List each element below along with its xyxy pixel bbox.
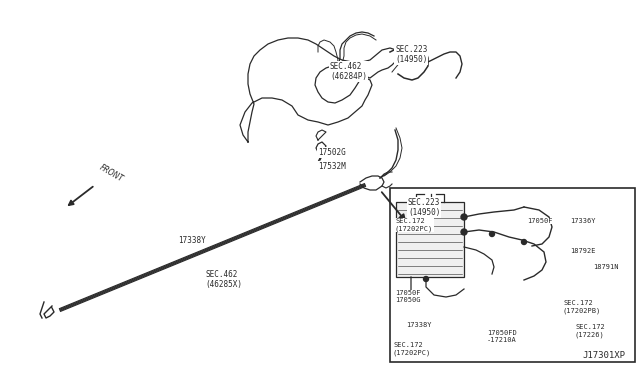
- Text: SEC.462
(46284P): SEC.462 (46284P): [330, 62, 367, 81]
- Bar: [396, 202, 464, 277]
- Text: 17338Y: 17338Y: [178, 236, 205, 245]
- Text: 17338Y: 17338Y: [406, 322, 431, 328]
- Text: J17301XP: J17301XP: [582, 351, 625, 360]
- Circle shape: [461, 214, 467, 220]
- Text: SEC.172
(17202PB): SEC.172 (17202PB): [563, 300, 601, 314]
- Circle shape: [490, 231, 495, 237]
- Circle shape: [461, 229, 467, 235]
- Text: 17050F
17050G: 17050F 17050G: [395, 290, 420, 303]
- Text: SEC.223
(14950): SEC.223 (14950): [408, 198, 440, 217]
- Text: 17336Y: 17336Y: [570, 218, 595, 224]
- Text: SEC.172
(17226): SEC.172 (17226): [575, 324, 605, 337]
- Text: 17502G: 17502G: [318, 148, 346, 157]
- Bar: [390, 188, 635, 362]
- Text: 18792E: 18792E: [570, 248, 595, 254]
- Text: 17050FD
-17210A: 17050FD -17210A: [487, 330, 516, 343]
- Text: SEC.223
(14950): SEC.223 (14950): [395, 45, 428, 64]
- Text: SEC.462
(46285X): SEC.462 (46285X): [205, 270, 242, 289]
- Circle shape: [522, 240, 527, 244]
- Text: 17050F: 17050F: [527, 218, 552, 224]
- Text: SEC.172
(17202PC): SEC.172 (17202PC): [395, 218, 433, 231]
- Text: 17532M: 17532M: [318, 162, 346, 171]
- Circle shape: [424, 276, 429, 282]
- Text: FRONT: FRONT: [98, 163, 125, 184]
- Text: 18791N: 18791N: [593, 264, 618, 270]
- Text: SEC.172
(17202PC): SEC.172 (17202PC): [393, 342, 431, 356]
